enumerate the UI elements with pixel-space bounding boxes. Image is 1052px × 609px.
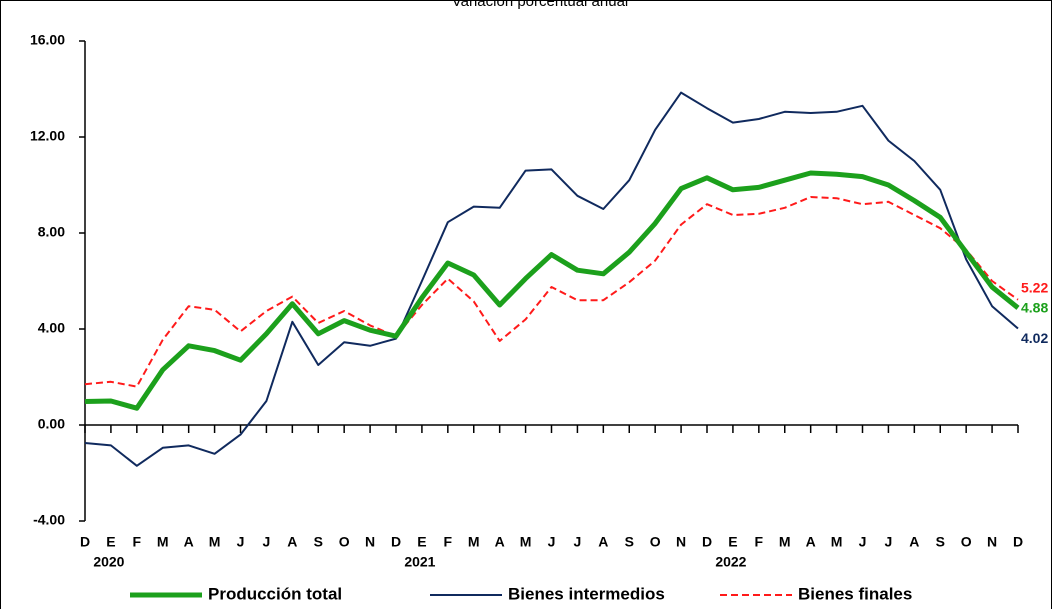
y-tick-label: 12.00 [30, 128, 65, 144]
x-tick-label: A [598, 534, 608, 550]
year-label: 2022 [715, 554, 746, 570]
x-tick-label: A [184, 534, 194, 550]
x-tick-label: S [625, 534, 634, 550]
y-tick-label: 4.00 [38, 320, 65, 336]
x-tick-label: O [650, 534, 661, 550]
series-line [84, 196, 1019, 388]
x-tick-label: F [444, 534, 453, 550]
x-tick-label: M [468, 534, 480, 550]
x-tick-label: J [237, 534, 245, 550]
x-tick-label: N [987, 534, 997, 550]
x-tick-label: O [961, 534, 972, 550]
legend-label: Bienes finales [798, 584, 912, 603]
x-tick-label: D [80, 534, 90, 550]
end-value-label: 4.02 [1021, 330, 1048, 346]
x-tick-label: M [779, 534, 791, 550]
end-value-label: 5.22 [1021, 279, 1048, 295]
year-label: 2021 [404, 554, 435, 570]
x-tick-label: D [702, 534, 712, 550]
x-tick-label: M [520, 534, 532, 550]
x-tick-label: J [263, 534, 271, 550]
x-tick-label: J [548, 534, 556, 550]
x-tick-label: A [495, 534, 505, 550]
x-tick-label: S [314, 534, 323, 550]
x-tick-label: A [806, 534, 816, 550]
x-tick-label: S [936, 534, 945, 550]
legend-label: Producción total [208, 584, 342, 603]
x-tick-label: E [417, 534, 426, 550]
x-tick-label: E [728, 534, 737, 550]
x-tick-label: F [133, 534, 142, 550]
series-line [84, 170, 1020, 411]
x-tick-label: A [909, 534, 919, 550]
x-tick-label: D [391, 534, 401, 550]
x-tick-label: F [755, 534, 764, 550]
x-tick-label: J [574, 534, 582, 550]
y-tick-label: 8.00 [38, 224, 65, 240]
x-tick-label: M [831, 534, 843, 550]
y-tick-label: 16.00 [30, 32, 65, 48]
x-tick-label: A [287, 534, 297, 550]
x-tick-label: N [365, 534, 375, 550]
x-tick-label: D [1013, 534, 1023, 550]
end-value-label: 4.88 [1021, 300, 1048, 316]
x-tick-label: N [676, 534, 686, 550]
y-tick-label: -4.00 [33, 512, 65, 528]
x-tick-label: E [106, 534, 115, 550]
series-line [84, 91, 1019, 467]
x-tick-label: J [885, 534, 893, 550]
x-tick-label: J [859, 534, 867, 550]
chart-title: Variación porcentual anual [452, 0, 629, 10]
year-label: 2020 [93, 554, 124, 570]
x-tick-label: O [339, 534, 350, 550]
y-tick-label: 0.00 [38, 416, 65, 432]
legend-label: Bienes intermedios [508, 584, 665, 603]
x-tick-label: M [157, 534, 169, 550]
x-tick-label: M [209, 534, 221, 550]
